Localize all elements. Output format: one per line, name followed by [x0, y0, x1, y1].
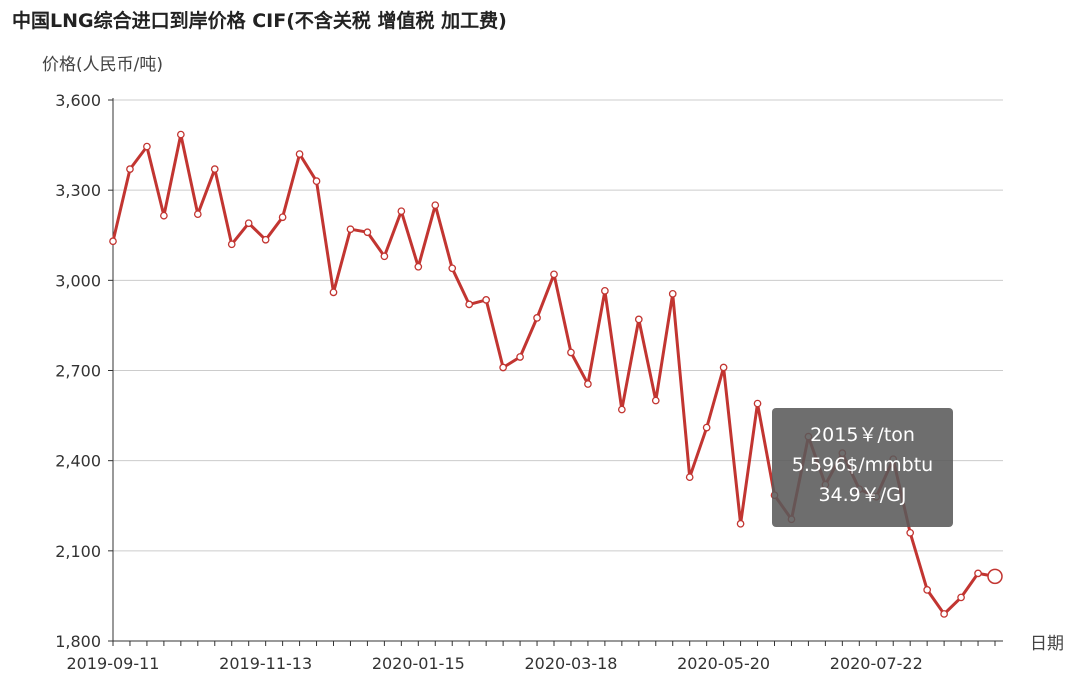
data-point — [533, 314, 541, 322]
x-tick-label: 2020-05-20 — [677, 654, 770, 673]
data-point — [753, 399, 762, 408]
data-point — [363, 228, 372, 237]
data-point — [346, 225, 355, 234]
data-point — [465, 300, 474, 309]
data-point — [397, 207, 406, 216]
y-tick-label: 2,100 — [55, 542, 101, 561]
data-point — [143, 142, 151, 151]
y-tick-label: 3,000 — [55, 271, 101, 290]
data-point — [160, 211, 168, 220]
data-point — [126, 165, 134, 173]
x-axis-label: 日期 — [1030, 634, 1064, 654]
tooltip-price-per-ton: 2015￥/ton — [810, 424, 915, 446]
x-tick-label: 2020-03-18 — [524, 654, 617, 673]
data-point — [974, 569, 982, 578]
data-point — [380, 252, 389, 261]
data-tooltip: 2015￥/ton 5.596$/mmbtu 34.9￥/GJ — [772, 408, 953, 527]
x-tick-label: 2020-01-15 — [372, 654, 465, 673]
data-point — [499, 363, 507, 372]
data-point — [227, 240, 236, 249]
data-point — [295, 150, 304, 158]
data-point — [278, 213, 287, 222]
x-tick-label: 2019-09-11 — [67, 654, 160, 673]
data-point — [940, 610, 948, 618]
data-point — [448, 264, 457, 273]
data-point — [617, 405, 626, 414]
data-point — [176, 130, 185, 139]
data-point — [109, 237, 117, 246]
data-point — [516, 353, 524, 361]
data-point — [482, 296, 491, 304]
data-point — [634, 315, 643, 324]
y-tick-label: 2,400 — [55, 452, 101, 471]
y-tick-label: 3,600 — [55, 91, 101, 110]
data-point — [431, 201, 440, 210]
data-point — [414, 262, 423, 271]
data-point — [923, 586, 932, 594]
data-point — [550, 270, 558, 279]
data-point — [261, 235, 270, 244]
data-point — [244, 219, 253, 228]
data-point — [906, 528, 915, 537]
data-point — [329, 288, 338, 297]
data-point — [193, 210, 202, 219]
series-line — [111, 133, 996, 616]
y-tick-label: 1,800 — [55, 632, 101, 651]
tooltip-price-per-mmbtu: 5.596$/mmbtu — [791, 454, 934, 476]
data-point — [736, 519, 745, 528]
x-tick-label: 2019-11-13 — [219, 654, 312, 673]
y-axis-label: 价格(人民币/吨) — [42, 55, 163, 75]
data-point — [957, 593, 965, 602]
data-point — [312, 177, 321, 185]
tooltip-price-per-gj: 34.9￥/GJ — [818, 484, 907, 506]
data-point — [685, 473, 694, 482]
x-tick-label: 2020-07-22 — [830, 654, 923, 673]
data-point — [584, 380, 592, 388]
data-point — [567, 348, 575, 357]
data-point — [601, 287, 609, 295]
data-point — [668, 290, 677, 298]
data-point — [702, 423, 711, 432]
data-point — [719, 363, 728, 372]
highlighted-data-point — [987, 568, 1003, 585]
y-tick-label: 3,300 — [55, 181, 101, 200]
data-point — [651, 396, 660, 405]
data-point — [210, 165, 219, 173]
y-tick-label: 2,700 — [55, 362, 101, 381]
chart-title: 中国LNG综合进口到岸价格 CIF(不含关税 增值税 加工费) — [12, 10, 507, 32]
